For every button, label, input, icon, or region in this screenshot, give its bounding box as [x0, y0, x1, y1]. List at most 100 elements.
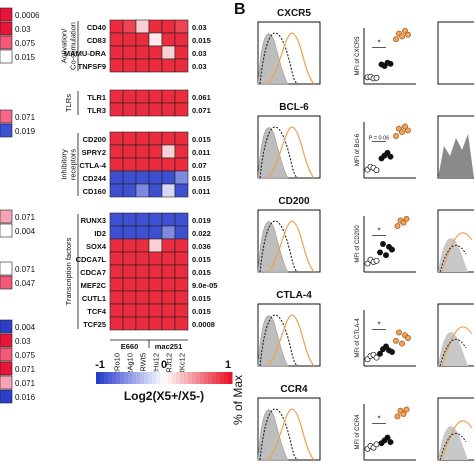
left-strip-pvalue: 0.0006	[15, 11, 40, 20]
heatmap-pvalue: 0.03	[192, 62, 207, 71]
heatmap-cell	[161, 277, 176, 292]
heatmap-cell	[148, 212, 163, 227]
heatmap-cell	[122, 225, 137, 240]
heatmap-pvalue: 0.015	[192, 268, 211, 277]
heatmap-cell	[148, 19, 163, 34]
heatmap-cell	[148, 89, 163, 104]
heatmap-cell	[174, 264, 189, 279]
heatmap-gene-label: SOX4	[86, 242, 107, 251]
x5-neg-histogram	[439, 432, 467, 461]
heatmap-cell	[161, 212, 176, 227]
dotplot-y-label: MFI of CXCR5	[355, 36, 361, 76]
heatmap-gene-label: CD83	[87, 36, 106, 45]
heatmap-cell	[161, 19, 176, 34]
heatmap-cell	[122, 251, 137, 266]
heatmap-cell	[122, 264, 137, 279]
isotype-histogram	[257, 33, 289, 85]
heatmap-pvalue: 0.015	[192, 255, 211, 264]
heatmap-group-label: Transcription factors	[64, 237, 73, 305]
heatmap-cell	[174, 144, 189, 159]
scale-swatch	[152, 372, 157, 384]
heatmap-column-label: RAg10	[126, 353, 135, 376]
scale-swatch	[112, 372, 117, 384]
heatmap-cell	[109, 316, 124, 331]
heatmap-cell	[135, 19, 150, 34]
heatmap-cell	[135, 316, 150, 331]
left-pvalue-strip: 0.0006 0.03 0.075 0.015 0.071 0.019 0.071 0.004…	[0, 7, 40, 404]
heatmap-group-label-line: receptors	[69, 149, 78, 181]
left-strip-cell	[0, 209, 13, 224]
heatmap-cell	[174, 277, 189, 292]
significance-star: *	[377, 321, 380, 330]
heatmap-cell	[135, 183, 150, 198]
heatmap-cell	[174, 32, 189, 47]
scale-title: Log2(X5+/X5-)	[124, 389, 204, 403]
flow-histogram	[257, 397, 321, 461]
heatmap-gene-label: CDCA7	[80, 268, 106, 277]
heatmap-cell	[135, 58, 150, 73]
heatmap-cell	[161, 32, 176, 47]
column-group-label: mac251	[155, 342, 183, 351]
heatmap-cell	[109, 303, 124, 318]
heatmap-pvalue: 0.011	[192, 187, 210, 196]
scale-swatch	[116, 372, 121, 384]
heatmap-cell	[109, 183, 124, 198]
scale-swatch	[192, 372, 197, 384]
dotplot-point	[394, 223, 401, 230]
significance-star: *	[377, 227, 380, 236]
heatmap-gene-label: TLR1	[87, 93, 106, 102]
heatmap-cell	[135, 277, 150, 292]
heatmap-cell	[148, 131, 163, 146]
heatmap-cell	[122, 303, 137, 318]
heatmap-cell	[135, 157, 150, 172]
heatmap-cell	[122, 58, 137, 73]
scale-swatch	[140, 372, 145, 384]
heatmap-cell	[174, 290, 189, 305]
isotype-histogram	[257, 315, 289, 367]
heatmap-cell	[109, 277, 124, 292]
heatmap-cell	[148, 277, 163, 292]
scale-swatch	[216, 372, 221, 384]
isotype-histogram	[438, 134, 474, 178]
left-strip-pvalue: 0.071	[15, 113, 36, 122]
heatmap-cell	[174, 251, 189, 266]
flow-marker-title: BCL-6	[279, 102, 309, 113]
left-strip-cell	[0, 123, 13, 138]
dotplot-point	[373, 354, 380, 361]
dotplot-point	[393, 36, 399, 43]
heatmap-cell	[109, 19, 124, 34]
heatmap-gene-label: TCF25	[83, 320, 106, 329]
heatmap-cell	[122, 89, 137, 104]
scale-swatch	[108, 372, 113, 384]
dotplot-point	[393, 133, 399, 139]
isotype-histogram	[257, 127, 289, 179]
scale-swatch	[128, 372, 133, 384]
heatmap-cell	[148, 183, 163, 198]
left-strip-pvalue: 0.071	[15, 213, 36, 222]
heatmap-cell	[174, 303, 189, 318]
heatmap-gene-label: MEF2C	[81, 281, 107, 290]
heatmap-pvalue: 0.015	[192, 135, 211, 144]
dotplot-point	[387, 60, 394, 67]
left-strip-cell	[0, 109, 13, 124]
scale-swatch	[168, 372, 173, 384]
heatmap-cell	[109, 225, 124, 240]
scale-swatch	[212, 372, 217, 384]
scale-swatch	[180, 372, 185, 384]
dotplot-point	[400, 219, 407, 226]
scale-swatch	[96, 372, 101, 384]
left-strip-pvalue: 0.016	[15, 393, 36, 402]
heatmap-cell	[135, 264, 150, 279]
heatmap-cell	[161, 45, 176, 60]
scale-swatch	[176, 372, 181, 384]
heatmap-cell	[174, 102, 189, 117]
heatmap-cell	[135, 251, 150, 266]
heatmap-gene-label: ID2	[94, 229, 106, 238]
heatmap-cell	[109, 144, 124, 159]
heatmap-column-label: RKc12	[178, 353, 187, 376]
x5-pos-histogram	[267, 314, 315, 367]
heatmap-pvalue: 0.07	[192, 161, 207, 170]
flow-mfi-dotplot: MFI of CD200 *	[355, 215, 416, 273]
left-strip-cell	[0, 389, 13, 404]
flow-mfi-dotplot: MFI of CTLA-4 *	[355, 310, 416, 367]
